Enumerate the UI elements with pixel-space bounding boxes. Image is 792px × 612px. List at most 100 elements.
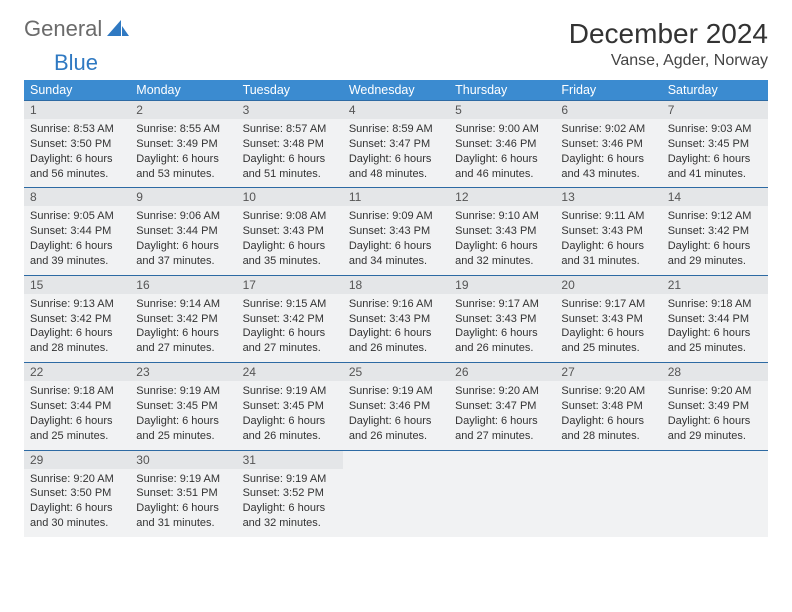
day-info: Sunrise: 9:14 AMSunset: 3:42 PMDaylight:… xyxy=(130,294,236,362)
daylight-text: Daylight: 6 hours and 27 minutes. xyxy=(243,326,337,356)
sunset-text: Sunset: 3:45 PM xyxy=(136,399,230,414)
day-info: Sunrise: 9:19 AMSunset: 3:52 PMDaylight:… xyxy=(237,469,343,537)
daylight-text: Daylight: 6 hours and 27 minutes. xyxy=(455,414,549,444)
day-info: Sunrise: 8:53 AMSunset: 3:50 PMDaylight:… xyxy=(24,119,130,187)
dow-header: Sunday xyxy=(24,80,130,100)
empty-cell xyxy=(662,450,768,537)
daylight-text: Daylight: 6 hours and 25 minutes. xyxy=(30,414,124,444)
day-info: Sunrise: 9:20 AMSunset: 3:49 PMDaylight:… xyxy=(662,381,768,449)
sunrise-text: Sunrise: 8:57 AM xyxy=(243,122,337,137)
title-block: December 2024 Vanse, Agder, Norway xyxy=(569,18,768,70)
sunrise-text: Sunrise: 9:06 AM xyxy=(136,209,230,224)
sunrise-text: Sunrise: 9:19 AM xyxy=(136,384,230,399)
day-number: 18 xyxy=(343,276,449,294)
sunset-text: Sunset: 3:43 PM xyxy=(349,312,443,327)
sunset-text: Sunset: 3:51 PM xyxy=(136,486,230,501)
day-number: 15 xyxy=(24,276,130,294)
sunrise-text: Sunrise: 9:17 AM xyxy=(561,297,655,312)
day-number: 16 xyxy=(130,276,236,294)
day-cell: 24Sunrise: 9:19 AMSunset: 3:45 PMDayligh… xyxy=(237,362,343,449)
day-info: Sunrise: 9:12 AMSunset: 3:42 PMDaylight:… xyxy=(662,206,768,274)
logo: General xyxy=(24,18,107,40)
day-number: 19 xyxy=(449,276,555,294)
sunrise-text: Sunrise: 8:55 AM xyxy=(136,122,230,137)
sunset-text: Sunset: 3:50 PM xyxy=(30,486,124,501)
empty-cell xyxy=(343,450,449,537)
sunrise-text: Sunrise: 9:13 AM xyxy=(30,297,124,312)
day-cell: 17Sunrise: 9:15 AMSunset: 3:42 PMDayligh… xyxy=(237,275,343,362)
sunrise-text: Sunrise: 9:18 AM xyxy=(668,297,762,312)
day-number: 6 xyxy=(555,101,661,119)
day-cell: 18Sunrise: 9:16 AMSunset: 3:43 PMDayligh… xyxy=(343,275,449,362)
sunrise-text: Sunrise: 9:19 AM xyxy=(243,472,337,487)
sunrise-text: Sunrise: 9:02 AM xyxy=(561,122,655,137)
day-cell: 27Sunrise: 9:20 AMSunset: 3:48 PMDayligh… xyxy=(555,362,661,449)
sunset-text: Sunset: 3:44 PM xyxy=(30,399,124,414)
daylight-text: Daylight: 6 hours and 37 minutes. xyxy=(136,239,230,269)
day-info: Sunrise: 9:09 AMSunset: 3:43 PMDaylight:… xyxy=(343,206,449,274)
daylight-text: Daylight: 6 hours and 26 minutes. xyxy=(243,414,337,444)
day-info: Sunrise: 9:19 AMSunset: 3:45 PMDaylight:… xyxy=(237,381,343,449)
daylight-text: Daylight: 6 hours and 31 minutes. xyxy=(561,239,655,269)
sunset-text: Sunset: 3:49 PM xyxy=(136,137,230,152)
sunset-text: Sunset: 3:49 PM xyxy=(668,399,762,414)
day-cell: 6Sunrise: 9:02 AMSunset: 3:46 PMDaylight… xyxy=(555,100,661,187)
day-info: Sunrise: 9:20 AMSunset: 3:48 PMDaylight:… xyxy=(555,381,661,449)
day-number: 13 xyxy=(555,188,661,206)
sunrise-text: Sunrise: 9:09 AM xyxy=(349,209,443,224)
sunset-text: Sunset: 3:44 PM xyxy=(668,312,762,327)
logo-word-2: Blue xyxy=(54,52,98,74)
day-cell: 10Sunrise: 9:08 AMSunset: 3:43 PMDayligh… xyxy=(237,187,343,274)
day-info: Sunrise: 9:20 AMSunset: 3:50 PMDaylight:… xyxy=(24,469,130,537)
sunset-text: Sunset: 3:43 PM xyxy=(349,224,443,239)
day-info: Sunrise: 8:57 AMSunset: 3:48 PMDaylight:… xyxy=(237,119,343,187)
day-number: 4 xyxy=(343,101,449,119)
day-number: 24 xyxy=(237,363,343,381)
sunset-text: Sunset: 3:43 PM xyxy=(561,312,655,327)
month-title: December 2024 xyxy=(569,18,768,50)
day-info: Sunrise: 9:15 AMSunset: 3:42 PMDaylight:… xyxy=(237,294,343,362)
dow-header: Saturday xyxy=(662,80,768,100)
sunrise-text: Sunrise: 9:17 AM xyxy=(455,297,549,312)
day-info: Sunrise: 9:20 AMSunset: 3:47 PMDaylight:… xyxy=(449,381,555,449)
day-cell: 15Sunrise: 9:13 AMSunset: 3:42 PMDayligh… xyxy=(24,275,130,362)
daylight-text: Daylight: 6 hours and 46 minutes. xyxy=(455,152,549,182)
dow-header: Tuesday xyxy=(237,80,343,100)
sunset-text: Sunset: 3:43 PM xyxy=(455,312,549,327)
day-number: 14 xyxy=(662,188,768,206)
daylight-text: Daylight: 6 hours and 26 minutes. xyxy=(349,326,443,356)
day-cell: 14Sunrise: 9:12 AMSunset: 3:42 PMDayligh… xyxy=(662,187,768,274)
empty-cell xyxy=(555,450,661,537)
day-number: 5 xyxy=(449,101,555,119)
sunset-text: Sunset: 3:43 PM xyxy=(561,224,655,239)
sunrise-text: Sunrise: 9:05 AM xyxy=(30,209,124,224)
day-number: 23 xyxy=(130,363,236,381)
daylight-text: Daylight: 6 hours and 41 minutes. xyxy=(668,152,762,182)
daylight-text: Daylight: 6 hours and 32 minutes. xyxy=(455,239,549,269)
daylight-text: Daylight: 6 hours and 29 minutes. xyxy=(668,239,762,269)
daylight-text: Daylight: 6 hours and 25 minutes. xyxy=(668,326,762,356)
day-info: Sunrise: 9:10 AMSunset: 3:43 PMDaylight:… xyxy=(449,206,555,274)
day-number: 21 xyxy=(662,276,768,294)
day-cell: 11Sunrise: 9:09 AMSunset: 3:43 PMDayligh… xyxy=(343,187,449,274)
sunrise-text: Sunrise: 8:53 AM xyxy=(30,122,124,137)
day-cell: 13Sunrise: 9:11 AMSunset: 3:43 PMDayligh… xyxy=(555,187,661,274)
empty-cell xyxy=(449,450,555,537)
day-number: 2 xyxy=(130,101,236,119)
sunrise-text: Sunrise: 9:12 AM xyxy=(668,209,762,224)
dow-header: Monday xyxy=(130,80,236,100)
day-cell: 1Sunrise: 8:53 AMSunset: 3:50 PMDaylight… xyxy=(24,100,130,187)
day-number: 12 xyxy=(449,188,555,206)
day-cell: 29Sunrise: 9:20 AMSunset: 3:50 PMDayligh… xyxy=(24,450,130,537)
day-info: Sunrise: 9:18 AMSunset: 3:44 PMDaylight:… xyxy=(662,294,768,362)
day-number: 9 xyxy=(130,188,236,206)
day-cell: 21Sunrise: 9:18 AMSunset: 3:44 PMDayligh… xyxy=(662,275,768,362)
day-number: 10 xyxy=(237,188,343,206)
sunrise-text: Sunrise: 8:59 AM xyxy=(349,122,443,137)
daylight-text: Daylight: 6 hours and 48 minutes. xyxy=(349,152,443,182)
day-cell: 8Sunrise: 9:05 AMSunset: 3:44 PMDaylight… xyxy=(24,187,130,274)
day-cell: 4Sunrise: 8:59 AMSunset: 3:47 PMDaylight… xyxy=(343,100,449,187)
sunset-text: Sunset: 3:47 PM xyxy=(455,399,549,414)
day-info: Sunrise: 9:18 AMSunset: 3:44 PMDaylight:… xyxy=(24,381,130,449)
daylight-text: Daylight: 6 hours and 39 minutes. xyxy=(30,239,124,269)
